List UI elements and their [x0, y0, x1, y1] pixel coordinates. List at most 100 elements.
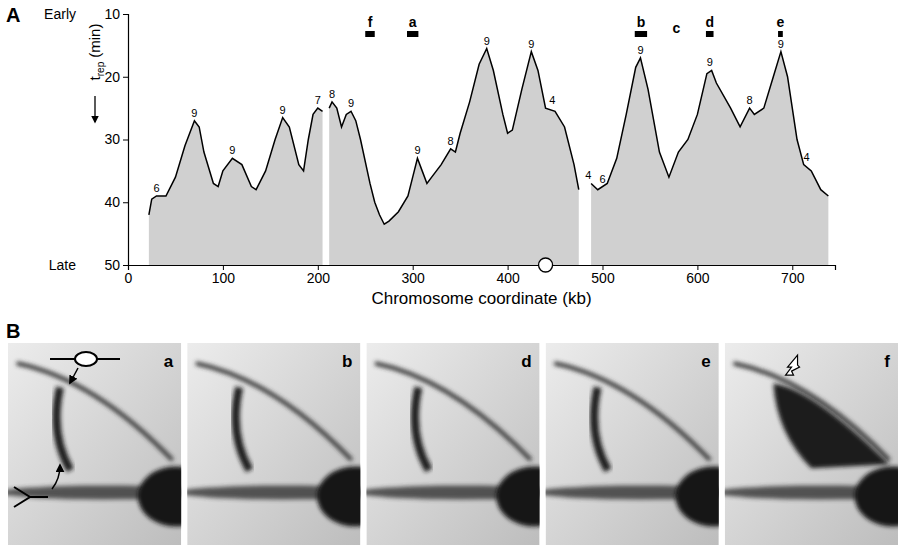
y-tick: 30	[104, 131, 128, 147]
gel-image	[366, 343, 539, 545]
peak-label: 9	[229, 144, 235, 156]
axis-line	[123, 15, 129, 266]
y-axis-title: trep(min)	[86, 24, 106, 81]
x-tick: 100	[212, 265, 236, 286]
gel-image	[546, 343, 719, 545]
y-tick-label: 20	[104, 69, 120, 85]
fork-arc	[773, 383, 889, 468]
gel-label: f	[884, 352, 890, 371]
y-title-subscript: rep	[95, 61, 106, 76]
early-label: Early	[44, 6, 76, 22]
gel-label: a	[164, 352, 174, 371]
fragment-label: e	[777, 14, 785, 30]
peak-label: 6	[153, 182, 159, 194]
plot-area	[149, 49, 828, 265]
peak-label: 8	[747, 94, 753, 106]
peak-label: 9	[280, 104, 286, 116]
fragment-label: a	[409, 14, 417, 30]
y-tick: 20	[104, 69, 128, 85]
peak-label: 9	[348, 97, 354, 109]
peak-label: 9	[637, 44, 643, 56]
gel-image	[187, 343, 360, 545]
peak-label: 4	[549, 94, 555, 106]
fork-arc	[56, 387, 70, 470]
x-tick-label: 0	[125, 270, 133, 286]
y-tick-label: 30	[104, 131, 120, 147]
fork-arc	[236, 387, 250, 470]
figure-svg: A 0 100 200 300 400 500 600 700 10 20 30 40 50 Chromos…	[0, 0, 904, 548]
gel-spot	[855, 467, 898, 527]
panel-label: A	[6, 4, 20, 26]
peak-label: 9	[707, 56, 713, 68]
y-title-arrow	[94, 96, 95, 122]
y-tick: 40	[104, 194, 128, 210]
bubble-arc	[196, 363, 352, 460]
gel-panel: b	[179, 343, 394, 545]
x-axis: 0 100 200 300 400 500 600 700	[125, 265, 836, 286]
fragment-label: d	[705, 14, 714, 30]
x-tick-label: 200	[307, 270, 331, 286]
x-tick: 0	[125, 265, 133, 286]
gel-label: d	[521, 352, 531, 371]
gel-label: b	[342, 352, 352, 371]
peak-label: 6	[599, 173, 605, 185]
y-tick-mark	[123, 265, 128, 266]
gel-spot	[496, 467, 539, 527]
x-tick-label: 500	[591, 270, 615, 286]
y-tick-mark	[123, 140, 128, 141]
fork-pointer	[52, 465, 60, 489]
y-axis: 10 20 30 40 50	[104, 6, 128, 273]
y-tick: 50	[104, 257, 128, 273]
x-tick-label: 700	[781, 270, 805, 286]
gel-panel: a	[0, 343, 214, 545]
y-tick-mark	[123, 202, 128, 203]
y-tick: 10	[104, 6, 128, 22]
x-tick-label: 400	[496, 270, 520, 286]
fragment-label: f	[368, 14, 373, 30]
bubble-arc	[17, 363, 173, 460]
bubble-icon	[75, 352, 97, 366]
gel-panel: e	[537, 343, 752, 545]
centromere	[539, 258, 553, 272]
x-tick: 200	[307, 265, 331, 286]
replication-area	[149, 49, 828, 265]
gel-label: e	[701, 352, 710, 371]
replication-line	[149, 49, 828, 225]
peak-label: 8	[329, 88, 335, 100]
peak-label: 4	[803, 151, 809, 163]
peak-label: 9	[191, 107, 197, 119]
fork-icon	[14, 487, 48, 507]
bubble-pointer	[70, 368, 78, 383]
fragment-label: c	[673, 20, 681, 36]
fragment-label: b	[637, 14, 646, 30]
x-tick: 500	[591, 265, 615, 286]
fragments: fabcde	[365, 14, 784, 37]
fragment-bar	[635, 31, 647, 37]
y-title-unit: (min)	[86, 24, 103, 58]
x-tick: 400	[496, 265, 520, 286]
y-tick-label: 40	[104, 194, 120, 210]
peak-label: 9	[414, 144, 420, 156]
fragment-bar	[365, 31, 374, 37]
x-axis-title: Chromosome coordinate (kb)	[371, 289, 591, 308]
gel-spot	[676, 467, 719, 527]
peak-label: 7	[315, 94, 321, 106]
gel-panel: d	[358, 343, 573, 545]
bubble-arc	[375, 363, 531, 460]
x-tick: 600	[686, 265, 710, 286]
x-tick: 700	[781, 265, 805, 286]
y-tick-mark	[123, 14, 128, 15]
fragment-bar	[706, 31, 714, 37]
peak-label: 8	[448, 135, 454, 147]
bubble-arc	[554, 363, 710, 460]
fragment-bar	[778, 31, 783, 37]
peak-label: 9	[778, 38, 784, 50]
gel-spot	[138, 467, 181, 527]
gel-panel: f	[716, 343, 904, 545]
fragment-bar	[407, 31, 418, 37]
peak-labels: 6999789989944699894	[153, 35, 809, 194]
x-tick: 300	[402, 265, 426, 286]
gel-spot	[317, 467, 360, 527]
gel-image	[8, 343, 181, 545]
y-tick-label: 10	[104, 6, 120, 22]
